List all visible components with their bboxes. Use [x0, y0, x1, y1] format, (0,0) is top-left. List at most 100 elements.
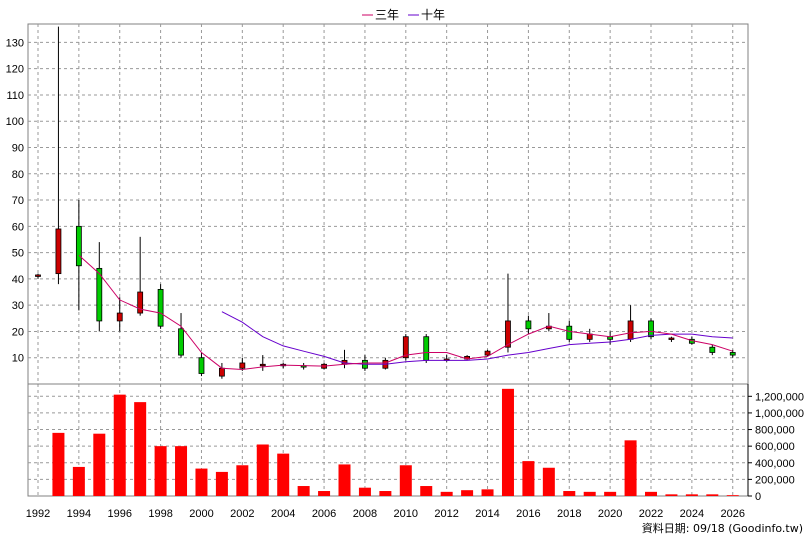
volume-tick-label: 400,000 — [755, 458, 795, 470]
candle-body — [627, 320, 634, 340]
volume-tick-label: 1,000,000 — [755, 408, 804, 420]
volume-bar — [481, 489, 494, 496]
volume-bar — [624, 440, 637, 496]
volume-bar — [277, 453, 290, 496]
price-tick-label: 130 — [6, 37, 24, 49]
candle-body — [239, 362, 246, 369]
price-tick-label: 110 — [6, 90, 24, 102]
price-tick-label: 40 — [12, 274, 24, 286]
volume-tick-label: 0 — [755, 491, 761, 503]
volume-bar — [645, 491, 658, 496]
candle-body — [668, 337, 675, 340]
year-tick-label: 2026 — [720, 508, 744, 520]
volume-bar — [338, 464, 351, 496]
ma-3yr-line — [78, 254, 733, 371]
volume-bar — [501, 388, 514, 496]
volume-tick-label: 200,000 — [755, 474, 795, 486]
candle-body — [96, 267, 103, 322]
price-tick-label: 80 — [12, 169, 24, 181]
volume-bar — [318, 491, 331, 496]
volume-bar — [542, 467, 555, 496]
price-tick-label: 70 — [12, 195, 24, 207]
year-tick-label: 2012 — [434, 508, 458, 520]
price-tick-label: 30 — [12, 300, 24, 312]
candle-body — [423, 336, 430, 361]
volume-bar — [399, 465, 412, 496]
volume-bar — [236, 465, 249, 496]
volume-tick-label: 800,000 — [755, 425, 795, 437]
volume-bar — [297, 486, 310, 496]
year-tick-label: 2000 — [189, 508, 213, 520]
year-tick-label: 2008 — [353, 508, 377, 520]
candle-body — [484, 350, 491, 356]
candle-body — [178, 328, 184, 356]
legend-label-ma10: 十年 — [421, 8, 445, 22]
candle-body — [259, 363, 266, 367]
price-tick-label: 60 — [12, 221, 24, 233]
volume-bar — [685, 494, 698, 496]
year-tick-label: 1994 — [67, 508, 91, 520]
year-tick-label: 1998 — [148, 508, 172, 520]
candle-body — [137, 291, 144, 314]
candle-body — [157, 289, 164, 327]
candle-body — [709, 346, 716, 353]
volume-bar — [358, 487, 371, 496]
price-tick-label: 90 — [12, 143, 24, 155]
year-tick-label: 2010 — [394, 508, 418, 520]
legend-label-ma3: 三年 — [375, 8, 399, 22]
volume-bar — [379, 491, 392, 496]
candle-body — [402, 336, 409, 359]
price-tick-label: 100 — [6, 116, 24, 128]
volume-bar — [175, 446, 188, 496]
candle-body — [648, 320, 654, 338]
volume-bar — [154, 446, 167, 496]
moving-average-lines — [78, 254, 733, 371]
price-tick-label: 50 — [12, 248, 24, 260]
candle-body — [198, 357, 205, 374]
candle-body — [586, 333, 593, 340]
candle-body — [525, 320, 532, 330]
volume-bar — [563, 491, 576, 496]
year-tick-label: 2018 — [557, 508, 581, 520]
year-tick-label: 2022 — [639, 508, 663, 520]
price-tick-label: 10 — [12, 353, 24, 365]
legend: 三年 十年 — [362, 8, 445, 22]
year-tick-label: 2006 — [312, 508, 336, 520]
volume-bar — [665, 494, 678, 496]
volume-bar — [134, 402, 147, 496]
year-tick-label: 2004 — [271, 508, 295, 520]
candlesticks — [35, 26, 736, 379]
price-tick-label: 20 — [12, 326, 24, 338]
volume-bar — [583, 491, 596, 496]
volume-bar — [195, 468, 208, 496]
ma-10yr-line — [221, 311, 733, 365]
volume-bar — [256, 444, 269, 496]
volume-bar — [604, 491, 617, 496]
year-tick-label: 2002 — [230, 508, 254, 520]
price-tick-label: 120 — [6, 64, 24, 76]
year-tick-label: 2020 — [598, 508, 622, 520]
year-tick-label: 2024 — [680, 508, 704, 520]
year-tick-label: 2014 — [475, 508, 499, 520]
candle-body — [35, 274, 41, 277]
volume-bar — [93, 433, 106, 496]
volume-bar — [461, 490, 474, 496]
volume-bar — [420, 486, 433, 496]
candle-body — [219, 367, 225, 377]
candle-body — [116, 312, 123, 322]
volume-bar — [113, 394, 126, 496]
year-tick-label: 1996 — [107, 508, 131, 520]
candle-body — [55, 228, 62, 275]
year-tick-label: 1992 — [26, 508, 50, 520]
volume-tick-label: 1,200,000 — [755, 391, 804, 403]
candle-body — [75, 225, 82, 267]
candle-body — [505, 320, 511, 348]
volume-bar — [52, 432, 65, 496]
axes: 10 20 30 40 50 60 70 80 90 100 110 120 130 0 200,000 40… — [6, 37, 804, 520]
candle-body — [729, 352, 736, 356]
candle-body — [566, 325, 573, 340]
data-date-footer: 資料日期: 09/18 (Goodinfo.tw) — [642, 521, 803, 535]
volume-bar — [215, 471, 228, 496]
volume-bar — [440, 491, 453, 496]
